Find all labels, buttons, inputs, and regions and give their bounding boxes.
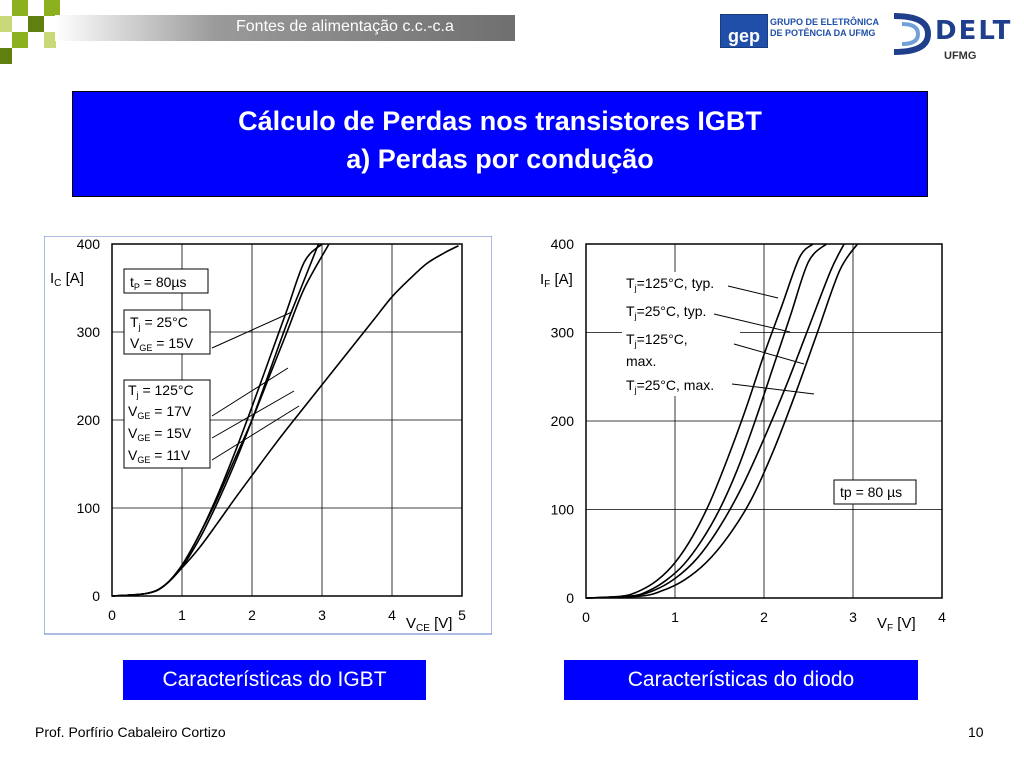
deco-square — [44, 0, 60, 16]
y-tick-label: 200 — [551, 413, 575, 429]
x-tick-label: 4 — [388, 607, 396, 623]
deco-square — [0, 16, 12, 32]
y-tick-label: 0 — [92, 588, 100, 604]
y-tick-label: 200 — [77, 412, 101, 428]
page-number: 10 — [968, 724, 984, 740]
y-tick-label: 300 — [551, 325, 575, 341]
header-title: Fontes de alimentação c.c.-c.a — [236, 18, 454, 35]
gep-logo-text: gep — [727, 26, 760, 46]
series-line — [585, 243, 845, 599]
annotation-bg — [622, 272, 740, 396]
y-tick-label: 0 — [566, 590, 574, 606]
leader-line — [713, 313, 791, 333]
x-tick-label: 2 — [760, 609, 768, 625]
leader-line — [731, 383, 815, 395]
deco-square — [12, 32, 28, 48]
annotation-tj125-line1: Tj = 125°C — [128, 382, 194, 400]
chart-series-group — [111, 243, 459, 597]
x-tick-label: 1 — [671, 609, 679, 625]
gep-logo: gep — [720, 14, 768, 48]
y-tick-label: 400 — [77, 236, 101, 252]
x-tick-label: 0 — [582, 609, 590, 625]
chart-ticks: 0 1 2 3 4 0 100 200 300 400 — [551, 236, 946, 625]
gep-logo-line2: DE POTÊNCIA DA UFMG — [770, 28, 876, 38]
header-decoration — [0, 0, 80, 64]
delt-logo-icon — [893, 13, 932, 55]
y-tick-label: 300 — [77, 324, 101, 340]
slide-title: Cálculo de Perdas nos transistores IGBT — [238, 106, 762, 136]
x-tick-label: 3 — [318, 607, 326, 623]
annotation-tp: tP = 80µs — [130, 274, 187, 292]
y-axis-label: IF [A] — [540, 271, 573, 290]
annotation-s3-line1: Tj=125°C, — [626, 331, 688, 349]
caption-diode: Características do diodo — [564, 660, 918, 700]
y-tick-label: 100 — [551, 502, 575, 518]
gep-logo-label: GRUPO DE ELETRÔNICA DE POTÊNCIA DA UFMG — [770, 17, 879, 39]
chart-ticks: 0 1 2 3 4 5 0 100 200 300 400 — [77, 236, 466, 623]
chart-frame — [44, 236, 492, 635]
series-line — [585, 243, 859, 599]
caption-igbt: Características do IGBT — [123, 660, 426, 700]
annotation-box — [123, 268, 209, 294]
series-line — [111, 245, 459, 597]
x-tick-label: 1 — [178, 607, 186, 623]
diode-chart: 0 1 2 3 4 0 100 200 300 400 IF [A] VF [V] Tj=125°… — [540, 236, 946, 634]
y-tick-label: 100 — [77, 500, 101, 516]
x-tick-label: 2 — [248, 607, 256, 623]
series-line — [585, 243, 827, 599]
annotation-tp: tp = 80 µs — [840, 484, 902, 500]
leader-line — [211, 390, 295, 439]
annotation-box — [833, 479, 917, 505]
annotation-box — [123, 379, 211, 469]
x-tick-label: 0 — [108, 607, 116, 623]
header-bar — [55, 15, 515, 41]
annotation-tj25-line1: Tj = 25°C — [130, 314, 188, 332]
x-tick-label: 4 — [938, 609, 946, 625]
annotation-s4: Tj=25°C, max. — [626, 377, 714, 395]
ufmg-logo-text: UFMG — [944, 50, 977, 62]
x-tick-label: 5 — [458, 607, 466, 623]
gep-logo-line1: GRUPO DE ELETRÔNICA — [770, 17, 880, 27]
leader-line — [211, 367, 289, 417]
y-tick-label: 400 — [551, 236, 575, 252]
chart-series-group — [585, 243, 859, 599]
leader-line — [733, 343, 805, 365]
leader-line — [211, 311, 293, 349]
annotation-s1: Tj=125°C, typ. — [626, 275, 714, 293]
plot-area — [585, 243, 943, 599]
x-axis-label: VF [V] — [877, 615, 916, 634]
leader-line — [211, 405, 300, 461]
deco-square — [44, 32, 56, 48]
series-line — [585, 243, 814, 599]
slide-title-box: Cálculo de Perdas nos transistores IGBT … — [72, 91, 928, 197]
delt-logo-text: DELT — [935, 16, 1013, 46]
leader-line — [727, 285, 779, 299]
x-axis-label: VCE [V] — [406, 615, 452, 634]
x-tick-label: 3 — [849, 609, 857, 625]
deco-square — [12, 0, 28, 16]
footer-author: Prof. Porfírio Cabaleiro Cortizo — [35, 724, 226, 740]
deco-square — [0, 48, 12, 64]
deco-square — [28, 16, 44, 32]
plot-area — [111, 243, 463, 597]
slide-subtitle: a) Perdas por condução — [346, 144, 654, 174]
annotation-s3-line2: max. — [626, 353, 656, 369]
annotation-s2: Tj=25°C, typ. — [626, 303, 706, 321]
annotation-box — [123, 309, 211, 355]
